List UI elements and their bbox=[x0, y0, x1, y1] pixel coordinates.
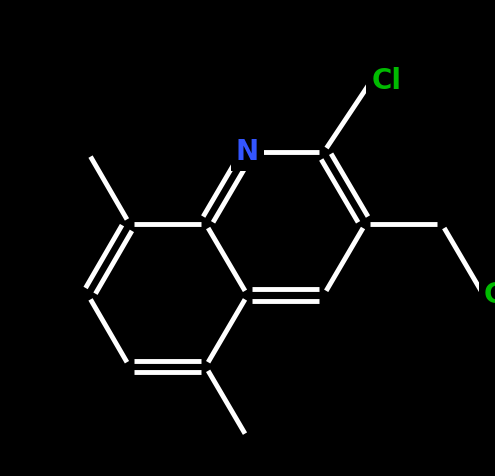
Text: N: N bbox=[236, 139, 259, 166]
Text: Cl: Cl bbox=[484, 281, 495, 309]
Text: Cl: Cl bbox=[371, 67, 401, 95]
